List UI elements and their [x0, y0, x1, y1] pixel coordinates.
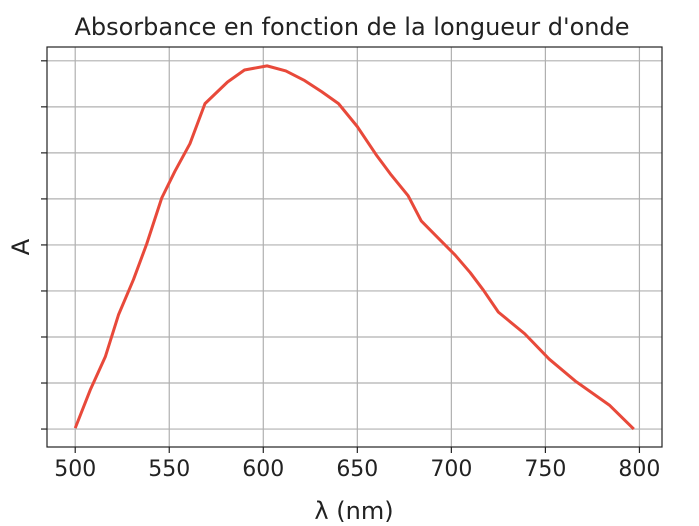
chart-title: Absorbance en fonction de la longueur d'…: [74, 13, 629, 41]
x-tick-label: 600: [242, 457, 284, 482]
x-tick-label: 500: [54, 457, 96, 482]
x-tick-label: 700: [430, 457, 472, 482]
x-tick-label: 650: [336, 457, 378, 482]
x-axis-label: λ (nm): [314, 497, 393, 525]
plot-frame: [46, 46, 663, 448]
x-tick-label: 550: [148, 457, 190, 482]
y-axis-label: A: [7, 238, 35, 255]
x-tick-label: 750: [524, 457, 566, 482]
data-line: [73, 64, 635, 431]
x-tick-label: 800: [618, 457, 660, 482]
